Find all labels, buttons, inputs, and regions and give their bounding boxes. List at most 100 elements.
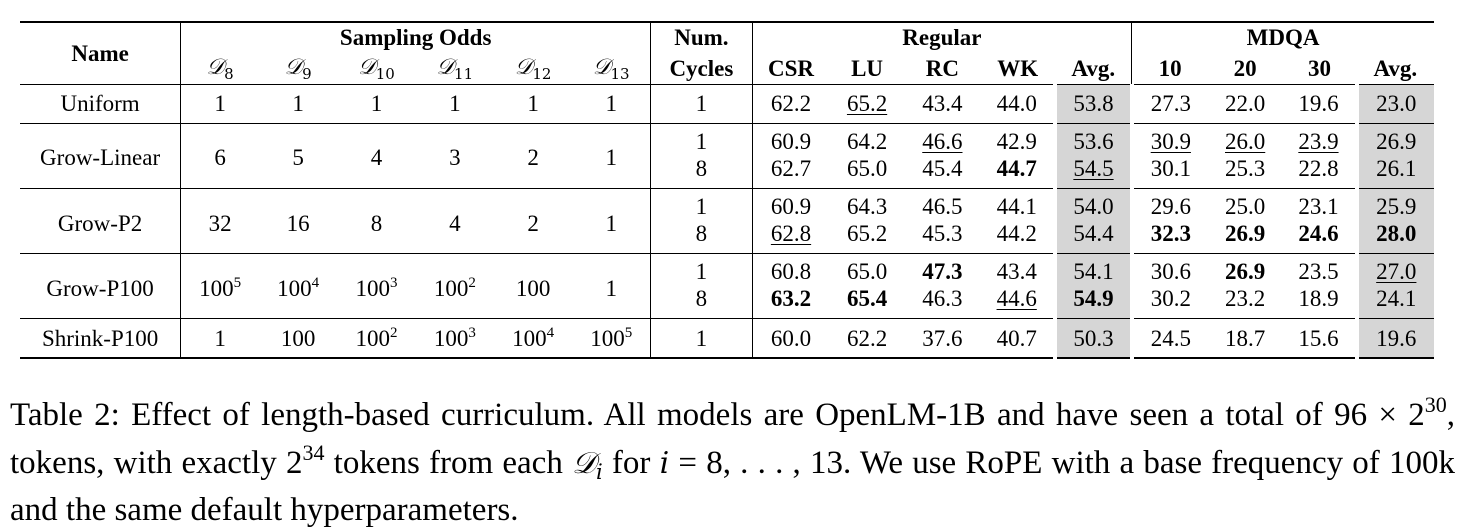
row-name: Grow-P100 [20, 253, 181, 319]
score-value: 32.3 [1150, 221, 1191, 247]
score-value: 62.2 [846, 325, 888, 351]
regular-score-cell: 46.3 [905, 285, 980, 319]
caption-exp-30: 30 [1424, 392, 1447, 417]
regular-avg-cell: 54.0 [1053, 187, 1134, 221]
sampling-odds-cell: 32 [180, 187, 259, 254]
regular-score-cell: 46.6 [904, 122, 981, 155]
sampling-col-header-9: 𝒟9 [259, 53, 337, 84]
d-symbol: 𝒟 [514, 55, 533, 80]
score-value: 19.6 [1298, 91, 1339, 117]
sampling-odds-cell: 4 [337, 122, 416, 189]
regular-avg-cell: 53.6 [1053, 122, 1134, 155]
caption-text-1: Effect of length-based curriculum. All m… [131, 397, 1323, 433]
sampling-odds-cell: 1 [180, 318, 259, 360]
score-value: 24.5 [1150, 325, 1191, 351]
score-value: 62.2 [770, 91, 812, 117]
regular-score-cell: 44.6 [980, 285, 1055, 319]
sampling-odds-cell: 1005 [180, 253, 259, 319]
sampling-odds-cell: 6 [180, 122, 259, 189]
d-subscript: 11 [454, 65, 474, 83]
odds-base: 1 [605, 210, 617, 236]
sampling-odds-cell: 1 [415, 83, 494, 124]
score-value: 26.9 [1225, 221, 1266, 247]
sampling-odds-cell: 3 [415, 122, 494, 189]
table-row: 8 62.8 65.2 45.3 44.2 54.4 32.3 26.9 24.6 28.0 [20, 220, 1434, 254]
d-subscript: 13 [610, 65, 630, 83]
regular-group-header: Regular [751, 21, 1132, 53]
mdqa-score-cell: 30.6 [1131, 253, 1208, 286]
score-value: 29.6 [1150, 193, 1191, 219]
odds-base: 100 [355, 275, 390, 301]
caption-base-2a: 2 [1408, 397, 1425, 433]
score-value: 44.2 [996, 221, 1037, 247]
regular-score-cell: 60.9 [751, 187, 830, 221]
sampling-odds-cell: 1002 [415, 253, 494, 319]
odds-base: 2 [527, 145, 539, 171]
sampling-col-header-10: 𝒟10 [337, 53, 415, 84]
odds-base: 100 [433, 325, 469, 351]
mdqa-avg-cell: 28.0 [1354, 220, 1434, 254]
caption-text-5: We use RoPE with a base frequency of 100… [10, 445, 1455, 528]
odds-base: 4 [449, 210, 461, 236]
d-symbol: 𝒟 [206, 55, 225, 80]
regular-score-cell: 47.3 [904, 253, 981, 286]
score-value: 27.0 [1376, 259, 1417, 285]
regular-score-cell: 44.0 [980, 83, 1056, 124]
regular-col-header-csr: CSR [751, 53, 830, 85]
score-value: 24.6 [1298, 221, 1339, 247]
regular-score-cell: 64.2 [829, 122, 905, 155]
mdqa-score-cell: 25.0 [1207, 187, 1283, 221]
sampling-odds-cell: 1 [493, 83, 573, 124]
score-value: 53.6 [1073, 128, 1114, 154]
mdqa-score-cell: 26.9 [1207, 253, 1283, 286]
regular-score-cell: 40.7 [980, 318, 1056, 360]
score-value: 26.1 [1376, 155, 1417, 181]
sampling-odds-cell: 5 [259, 122, 338, 189]
regular-score-cell: 42.9 [980, 122, 1056, 155]
score-value: 50.3 [1073, 325, 1114, 351]
sampling-odds-cell: 1003 [337, 253, 416, 319]
sampling-odds-cell: 100 [259, 318, 338, 360]
num-cycles-cell: 1 [650, 122, 753, 155]
sampling-col-header-11: 𝒟11 [416, 53, 494, 84]
col-name-header: Name [20, 20, 181, 85]
sampling-odds-cell: 1 [572, 253, 651, 319]
score-value: 54.9 [1073, 286, 1114, 312]
regular-score-cell: 62.7 [751, 154, 830, 189]
sampling-odds-cell: 2 [493, 187, 573, 254]
score-value: 54.1 [1073, 259, 1114, 285]
regular-score-cell: 44.1 [980, 187, 1056, 221]
regular-score-cell: 45.4 [905, 155, 980, 189]
score-value: 45.4 [922, 155, 963, 181]
mdqa-avg-cell: 26.1 [1354, 154, 1434, 189]
regular-avg-cell: 54.4 [1053, 220, 1134, 254]
odds-base: 1 [292, 91, 304, 117]
score-value: 24.1 [1376, 286, 1417, 312]
sampling-odds-cell: 1 [572, 122, 651, 189]
num-cycles-cell: 1 [650, 318, 753, 360]
table-row: Grow-Linear 6 5 4 3 2 1 1 60.9 64.2 46.6 42.9 53.6 30… [20, 122, 1434, 189]
score-value: 54.4 [1073, 221, 1114, 247]
sampling-odds-cell: 1 [259, 83, 338, 124]
odds-base: 100 [277, 275, 312, 301]
caption-d-symbol: 𝒟 [572, 446, 596, 481]
regular-score-cell: 62.2 [751, 83, 830, 124]
num-cycles-cell: 1 [650, 83, 753, 124]
header-row-1: Name Sampling Odds Num. Regular MDQA [20, 20, 1434, 85]
mdqa-score-cell: 22.0 [1207, 83, 1283, 124]
sampling-odds-cell: 4 [415, 187, 494, 254]
mdqa-col-header-30: 30 [1307, 55, 1331, 81]
score-value: 46.6 [922, 128, 963, 154]
regular-score-cell: 64.3 [829, 187, 905, 221]
mdqa-avg-cell: 19.6 [1354, 318, 1434, 360]
d-subscript: 12 [532, 65, 552, 83]
regular-score-cell: 63.2 [751, 285, 830, 319]
sampling-odds-cell: 1 [572, 83, 651, 124]
score-value: 30.1 [1150, 155, 1191, 181]
score-value: 26.9 [1376, 128, 1417, 154]
num-cycles-cell: 8 [650, 285, 753, 319]
score-value: 46.5 [922, 193, 963, 219]
score-value: 40.7 [996, 325, 1037, 351]
regular-score-cell: 44.2 [980, 220, 1055, 254]
d-symbol: 𝒟 [358, 55, 376, 80]
